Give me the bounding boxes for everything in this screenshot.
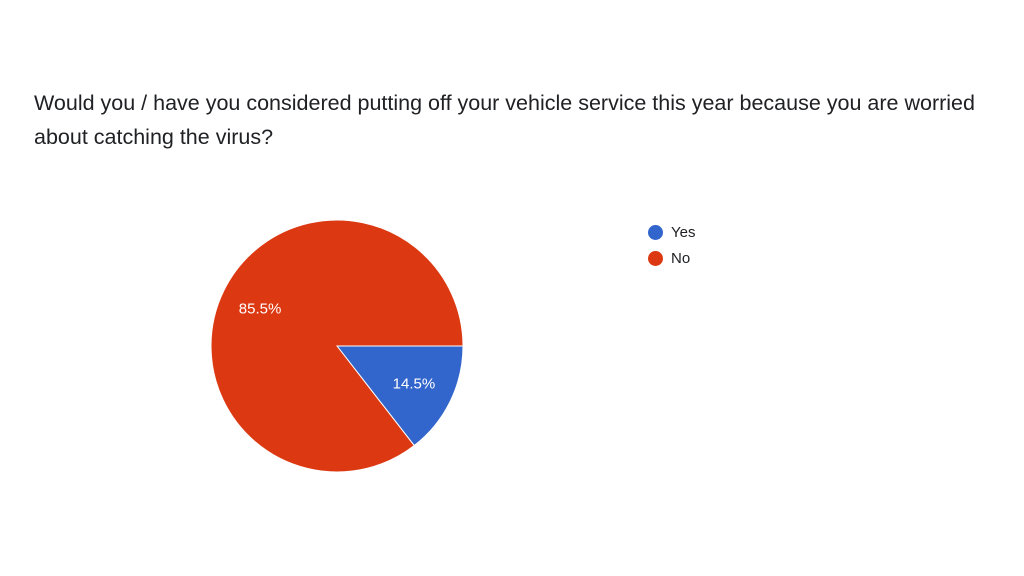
question-title: Would you / have you considered putting … — [34, 91, 975, 149]
legend-label-yes: Yes — [671, 223, 696, 241]
pie-label-no: 85.5% — [239, 300, 282, 317]
legend-item-no[interactable]: No — [648, 245, 695, 271]
legend-label-no: No — [671, 249, 691, 267]
pie-slice-yes[interactable] — [335, 345, 464, 447]
legend-swatch-yes — [648, 224, 663, 240]
legend-swatch-no — [648, 250, 663, 266]
pie-slice-no[interactable] — [210, 219, 464, 473]
pie-label-yes: 14.5% — [393, 376, 436, 393]
chart-legend: Yes No — [648, 219, 695, 271]
legend-item-yes[interactable]: Yes — [648, 219, 695, 245]
